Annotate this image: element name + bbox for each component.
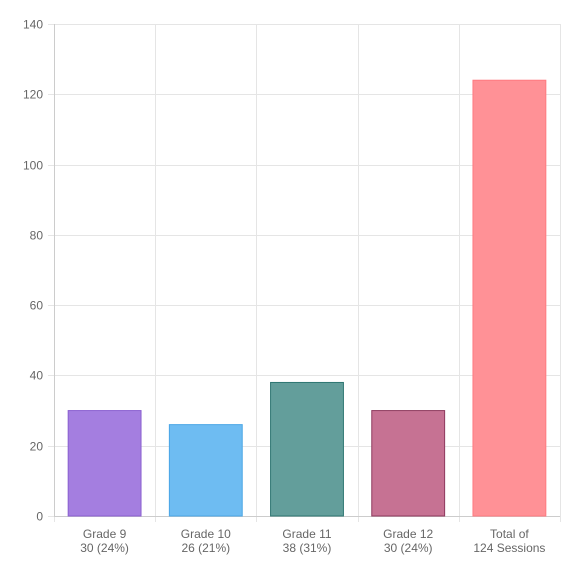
grid-lines [54,24,561,522]
x-category-label-line: Grade 11 [282,527,331,541]
bar-0 [67,410,142,517]
y-tick-label: 60 [30,299,44,313]
y-axis-tick-labels: 0 20 40 60 80 100 120 140 [23,18,43,524]
x-category-label-line: Total of [490,527,529,541]
bars [67,79,547,517]
x-category-label: Total of 124 Sessions [473,527,545,555]
x-category-label: Grade 11 38 (31%) [282,527,331,555]
x-category-label: Grade 9 30 (24%) [80,527,129,555]
x-category-label: Grade 10 26 (21%) [181,527,231,555]
x-axis-category-labels: Grade 9 30 (24%)Grade 10 26 (21%)Grade 11 3… [80,527,545,555]
x-category-label-line: 38 (31%) [283,541,332,555]
x-category-label-line: Grade 12 [383,527,433,541]
x-category-label-line: 30 (24%) [384,541,433,555]
y-tick-label: 120 [23,88,43,102]
bar-1 [168,424,243,517]
x-category-label-line: 30 (24%) [80,541,129,555]
x-category-label-line: Grade 9 [83,527,127,541]
x-category-label-line: 26 (21%) [181,541,230,555]
bar-3 [371,410,446,517]
y-tick-label: 80 [30,229,44,243]
y-tick-label: 100 [23,159,43,173]
x-category-label: Grade 12 30 (24%) [383,527,433,555]
y-tick-label: 140 [23,18,43,32]
bar-2 [270,381,344,517]
y-tick-label: 0 [36,510,43,524]
x-category-label-line: Grade 10 [181,527,231,541]
y-tick-label: 20 [30,440,44,454]
bar-4 [472,79,547,517]
x-category-label-line: 124 Sessions [473,541,545,555]
y-tick-label: 40 [30,369,44,383]
